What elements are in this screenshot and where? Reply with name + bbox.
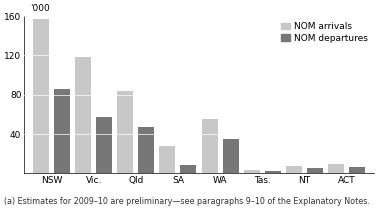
Bar xyxy=(75,57,91,173)
Text: (a) Estimates for 2009–10 are preliminary—see paragraphs 9–10 of the Explanatory: (a) Estimates for 2009–10 are preliminar… xyxy=(4,197,370,206)
Bar xyxy=(138,127,154,173)
Bar xyxy=(265,171,281,173)
Bar xyxy=(201,119,218,173)
Legend: NOM arrivals, NOM departures: NOM arrivals, NOM departures xyxy=(279,21,369,45)
Bar xyxy=(328,165,344,173)
Bar xyxy=(307,168,323,173)
Bar xyxy=(33,19,49,173)
Bar xyxy=(223,139,239,173)
Text: '000: '000 xyxy=(31,4,50,13)
Bar xyxy=(180,166,197,173)
Bar xyxy=(117,91,133,173)
Bar xyxy=(96,117,112,173)
Bar xyxy=(244,170,260,173)
Bar xyxy=(54,89,70,173)
Bar xyxy=(286,166,302,173)
Bar xyxy=(160,146,175,173)
Bar xyxy=(349,167,365,173)
